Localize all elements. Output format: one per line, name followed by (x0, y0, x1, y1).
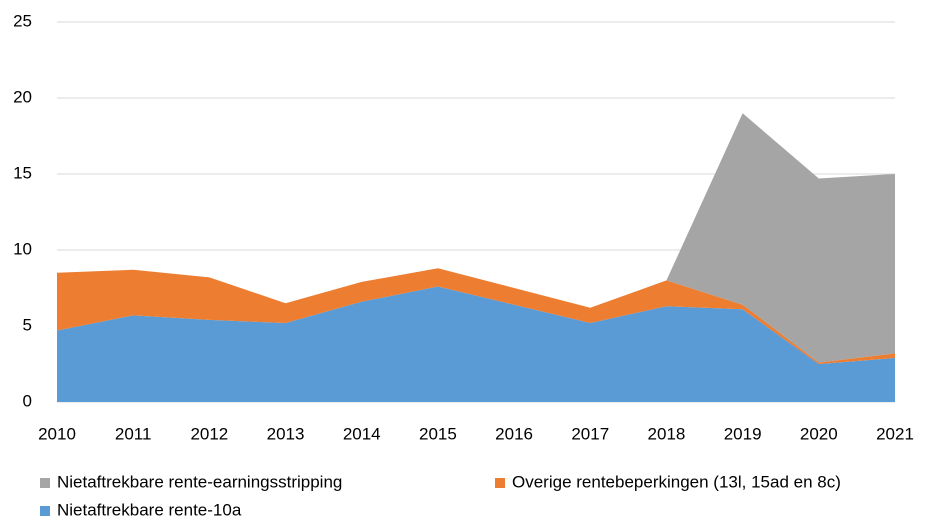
y-tick-label: 5 (23, 315, 32, 334)
y-tick-label: 0 (23, 391, 32, 410)
y-tick-label: 25 (13, 11, 32, 30)
y-tick-label: 15 (13, 163, 32, 182)
legend-label: Nietaftrekbare rente-earningsstripping (57, 472, 342, 491)
x-tick-label: 2016 (495, 424, 533, 443)
legend-label: Overige rentebeperkingen (13l, 15ad en 8… (512, 472, 841, 491)
y-tick-label: 20 (13, 87, 32, 106)
x-tick-label: 2015 (419, 424, 457, 443)
x-tick-label: 2018 (648, 424, 686, 443)
x-tick-label: 2019 (724, 424, 762, 443)
x-tick-label: 2020 (800, 424, 838, 443)
area (57, 286, 895, 402)
legend-swatch (40, 478, 50, 488)
x-tick-label: 2017 (571, 424, 609, 443)
area (57, 268, 895, 364)
area (57, 113, 895, 363)
legend-label: Nietaftrekbare rente-10a (57, 500, 242, 519)
x-tick-label: 2012 (190, 424, 228, 443)
x-tick-label: 2013 (267, 424, 305, 443)
x-tick-label: 2014 (343, 424, 381, 443)
x-tick-label: 2011 (115, 424, 152, 443)
x-tick-label: 2010 (38, 424, 76, 443)
legend-swatch (40, 506, 50, 516)
y-tick-label: 10 (13, 239, 32, 258)
legend-swatch (495, 478, 505, 488)
x-tick-label: 2021 (876, 424, 914, 443)
